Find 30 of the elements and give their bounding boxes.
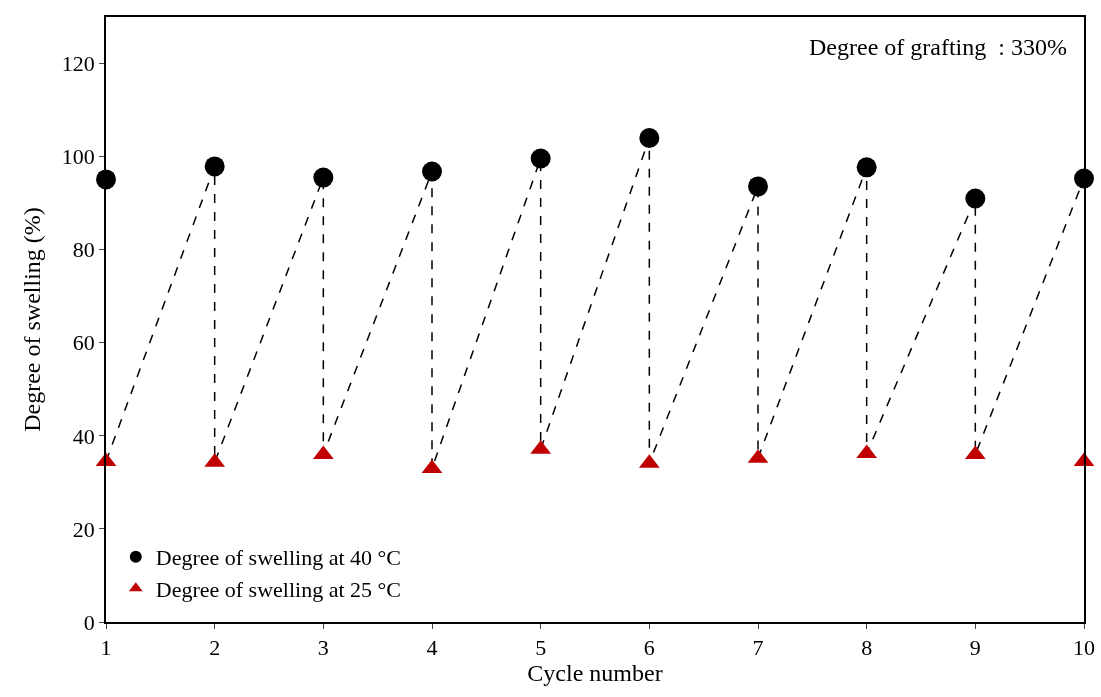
x-tick-label: 5 — [535, 635, 547, 661]
point — [204, 156, 225, 177]
x-tick-label: 1 — [100, 635, 112, 661]
y-tick-label: 40 — [72, 423, 95, 449]
x-tick-label: 7 — [752, 635, 764, 661]
point — [965, 188, 986, 209]
x-axis-title: Cycle number — [527, 660, 663, 687]
x-tick-label: 3 — [317, 635, 329, 661]
y-tick-label: 20 — [72, 516, 95, 542]
x-tick-label: 10 — [1073, 635, 1095, 661]
x-tick-label: 6 — [643, 635, 655, 661]
y-tick-label: 120 — [61, 51, 95, 77]
point — [748, 176, 768, 197]
y-tick-label: 60 — [72, 330, 95, 356]
x-tick-label: 8 — [861, 635, 873, 661]
legend-label: Degree of swelling at 25 °C — [155, 576, 402, 602]
y-tick-label: 100 — [61, 144, 95, 170]
annotation: Degree of grafting : 330% — [809, 34, 1067, 60]
point — [422, 161, 442, 182]
point — [530, 148, 551, 169]
point — [639, 128, 660, 148]
y-axis-title: Degree of swelling (%) — [19, 207, 46, 432]
x-tick-label: 4 — [426, 635, 438, 661]
y-tick-label: 80 — [72, 237, 95, 263]
point — [313, 167, 334, 188]
legend-label: Degree of swelling at 40 °C — [155, 545, 402, 571]
x-tick-label: 2 — [209, 635, 221, 661]
point — [856, 157, 877, 178]
x-tick-label: 9 — [969, 635, 981, 661]
y-tick-label: 0 — [83, 609, 95, 635]
